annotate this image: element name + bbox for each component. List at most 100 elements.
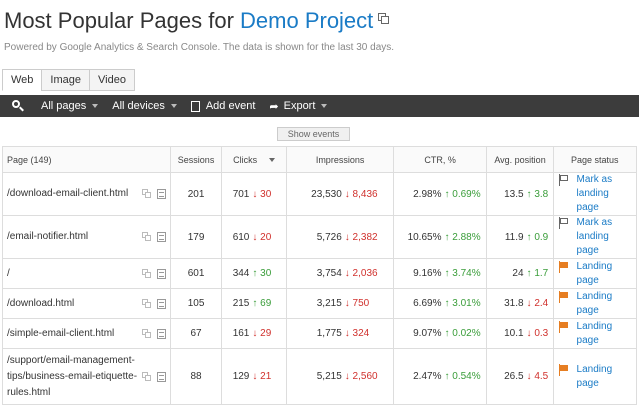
impressions-cell: 1,775 ↓ 324: [286, 318, 394, 349]
page-report-icon[interactable]: [157, 189, 167, 199]
tab-web[interactable]: Web: [2, 69, 43, 91]
column-header-page[interactable]: Page (149): [1, 146, 172, 173]
toolbar: All pages All devices Add event ➦ Export: [0, 95, 639, 117]
page-status-link[interactable]: Landing page: [576, 363, 613, 389]
ctr-delta: ↑ 0.02%: [444, 328, 481, 339]
copy-url-icon[interactable]: [142, 232, 152, 242]
table-row: /simple-email-client.html 67 161 ↓ 29 1,775 ↓…: [1, 318, 638, 349]
impressions-cell: 23,530 ↓ 8,436: [286, 172, 394, 216]
clicks-value: 161: [232, 328, 250, 339]
clicks-cell: 344 ↑ 30: [220, 258, 288, 289]
column-header-impressions[interactable]: Impressions: [286, 146, 394, 173]
all-pages-dropdown[interactable]: All pages: [34, 95, 105, 117]
flag-icon[interactable]: [558, 260, 570, 273]
ctr-value: 6.69%: [413, 298, 442, 309]
page-cell: /email-notifier.html: [1, 215, 172, 259]
search-button[interactable]: [0, 95, 34, 117]
clicks-cell: 701 ↓ 30: [220, 172, 288, 216]
table-row: /support/email-management-tips/business-…: [1, 348, 638, 405]
copy-icon[interactable]: [377, 12, 391, 26]
sessions-cell: 601: [170, 258, 222, 289]
page-title: Most Popular Pages for Demo Project: [4, 8, 391, 34]
copy-url-icon[interactable]: [142, 298, 152, 309]
ctr-delta: ↑ 2.88%: [444, 231, 481, 243]
column-header-clicks[interactable]: Clicks: [220, 146, 288, 173]
avg-position-cell: 24 ↑ 1.7: [486, 258, 554, 289]
page-url: /support/email-management-tips/business-…: [7, 354, 138, 398]
page-report-icon[interactable]: [157, 268, 167, 279]
avg-position-cell: 10.1 ↓ 0.3: [486, 318, 554, 349]
clicks-value: 344: [232, 268, 250, 279]
column-header-page-status[interactable]: Page status: [552, 146, 638, 173]
avg-position-cell: 26.5 ↓ 4.5: [486, 348, 554, 405]
page-status-link[interactable]: Landing page: [576, 260, 613, 286]
flag-icon[interactable]: [558, 363, 570, 376]
impressions-delta: ↓ 324: [344, 328, 370, 339]
page-status-link[interactable]: Landing page: [576, 290, 613, 316]
share-icon: ➦: [269, 100, 279, 113]
clicks-value: 701: [232, 188, 250, 200]
clicks-delta: ↓ 29: [252, 328, 272, 339]
column-header-ctr[interactable]: CTR, %: [392, 146, 488, 173]
title-prefix: Most Popular Pages for: [4, 8, 241, 33]
page-status-cell: Mark as landing page: [552, 172, 638, 216]
page-report-icon[interactable]: [157, 298, 167, 309]
search-type-tabs: Web Image Video: [2, 69, 135, 91]
flag-icon[interactable]: [558, 217, 570, 229]
table-header-row: Page (149) Sessions Clicks Impressions C…: [1, 146, 638, 173]
page-cell: /: [1, 258, 172, 289]
page-report-icon[interactable]: [157, 328, 167, 339]
page-url: /: [7, 267, 10, 279]
show-events-button[interactable]: Show events: [277, 127, 350, 141]
impressions-value: 3,215: [316, 298, 342, 309]
ctr-cell: 9.16% ↑ 3.74%: [392, 258, 488, 289]
page-url: /download-email-client.html: [7, 188, 129, 199]
page-cell: /download.html: [1, 288, 172, 319]
ctr-delta: ↑ 0.69%: [444, 188, 481, 200]
flag-icon[interactable]: [558, 174, 570, 186]
export-label: Export: [283, 100, 316, 112]
clicks-cell: 129 ↓ 21: [220, 348, 288, 405]
copy-url-icon[interactable]: [142, 189, 152, 199]
all-devices-label: All devices: [112, 100, 165, 112]
clicks-cell: 215 ↑ 69: [220, 288, 288, 319]
page-status-link[interactable]: Landing page: [576, 320, 613, 346]
avg-position-delta: ↓ 2.4: [526, 298, 549, 309]
ctr-cell: 10.65% ↑ 2.88%: [392, 215, 488, 259]
copy-url-icon[interactable]: [142, 328, 152, 339]
ctr-value: 9.07%: [413, 328, 442, 339]
ctr-value: 2.98%: [413, 188, 442, 200]
flag-icon[interactable]: [558, 320, 570, 333]
copy-url-icon[interactable]: [142, 268, 152, 279]
avg-position-delta: ↑ 0.9: [526, 231, 549, 243]
impressions-delta: ↓ 8,436: [344, 188, 378, 200]
page-report-icon[interactable]: [157, 232, 167, 242]
chevron-down-icon: [321, 104, 328, 108]
ctr-cell: 2.47% ↑ 0.54%: [392, 348, 488, 405]
copy-url-icon[interactable]: [142, 371, 152, 382]
avg-position-value: 11.9: [504, 231, 524, 243]
flag-icon[interactable]: [558, 290, 570, 303]
page-status-link[interactable]: Mark as landing page: [576, 217, 613, 256]
impressions-cell: 3,215 ↓ 750: [286, 288, 394, 319]
avg-position-cell: 13.5 ↑ 3.8: [486, 172, 554, 216]
page-report-icon[interactable]: [157, 371, 167, 382]
all-pages-label: All pages: [41, 100, 87, 112]
pages-table: Page (149) Sessions Clicks Impressions C…: [1, 146, 638, 405]
column-header-avg-position[interactable]: Avg. position: [486, 146, 554, 173]
ctr-value: 10.65%: [407, 231, 442, 243]
export-dropdown[interactable]: ➦ Export: [262, 95, 334, 117]
chevron-down-icon: [92, 104, 99, 108]
column-header-sessions[interactable]: Sessions: [170, 146, 222, 173]
tab-video[interactable]: Video: [89, 69, 135, 91]
all-devices-dropdown[interactable]: All devices: [105, 95, 184, 117]
impressions-value: 3,754: [316, 268, 342, 279]
table-row: /download-email-client.html 201 701 ↓ 30 23,…: [1, 172, 638, 216]
add-event-button[interactable]: Add event: [184, 95, 263, 117]
page-status-link[interactable]: Mark as landing page: [576, 174, 613, 213]
tab-image[interactable]: Image: [41, 69, 90, 91]
ctr-delta: ↑ 0.54%: [444, 371, 481, 382]
project-name-link[interactable]: Demo Project: [240, 8, 374, 33]
page-cell: /simple-email-client.html: [1, 318, 172, 349]
avg-position-cell: 11.9 ↑ 0.9: [486, 215, 554, 259]
